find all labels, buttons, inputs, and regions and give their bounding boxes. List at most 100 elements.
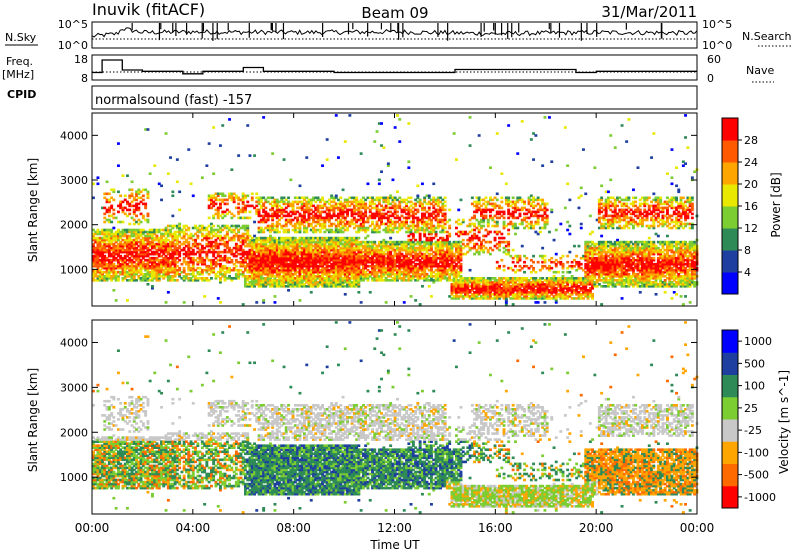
power-cell [278,258,281,262]
power-cell [350,268,354,272]
power-cell [430,220,433,224]
power-cell [380,277,383,280]
power-cell [271,279,275,282]
power-cell [214,238,218,242]
power-cell [416,222,420,226]
power-cell [450,248,454,252]
power-cell [212,194,216,198]
power-cell [146,260,150,264]
power-cell [298,212,302,216]
power-cell [278,285,281,288]
power-cell [103,206,107,210]
power-cell [289,248,293,252]
power-cell [175,242,179,246]
power-cell [325,262,329,266]
power-cell [382,252,386,256]
power-cell [128,266,132,270]
power-cell [157,182,161,186]
power-cell [92,256,95,260]
power-cell [228,238,231,242]
power-cell [216,228,220,232]
power-cell [144,234,148,238]
power-cell [362,216,365,220]
power-cell [173,232,177,236]
power-cell [357,258,361,262]
power-cell [178,268,182,272]
power-cell [259,270,263,274]
power-cell [303,226,306,230]
power-cell [246,228,250,232]
power-cell [346,275,349,278]
power-cell [130,254,134,258]
power-cell [400,224,404,228]
power-cell [380,244,383,248]
power-cell [418,244,422,248]
power-cell [234,232,238,236]
power-cell [377,226,381,230]
power-cell [439,206,442,210]
power-cell [264,214,268,218]
power-cell [169,270,172,274]
power-cell [160,268,163,272]
power-cell [400,277,404,280]
power-cell [103,216,107,220]
power-cell [216,236,220,240]
power-cell [262,238,266,242]
power-cell [405,258,408,262]
power-cell [137,188,141,192]
power-cell [368,208,372,212]
power-cell [164,240,168,244]
power-cell [112,188,116,192]
power-cell [468,236,472,240]
power-cell [223,226,227,230]
power-cell [405,240,408,244]
power-cell [330,248,334,252]
power-cell [123,264,127,268]
power-cell [386,258,390,262]
power-cell [352,279,356,282]
power-cell [309,250,313,254]
power-cell [296,248,300,252]
power-cell [321,262,324,266]
power-cell [160,238,163,242]
power-cell [384,279,388,282]
power-cell [357,268,361,272]
power-cell [271,228,275,232]
power-cell [430,252,433,256]
power-cell [96,232,100,236]
power-cell [92,234,95,238]
power-cell [484,246,488,250]
power-cell [396,216,399,220]
power-cell [182,277,186,280]
power-cell [421,216,424,220]
power-cell [278,250,281,254]
power-cell [291,275,295,278]
power-cell [359,270,363,274]
power-cell [330,258,334,262]
power-cell [178,272,182,276]
power-cell [459,268,463,272]
power-cell [482,279,486,282]
power-cell [475,279,479,282]
power-cell [314,266,318,270]
power-cell [246,236,250,240]
power-cell [148,248,152,252]
power-cell [205,244,209,248]
power-cell [284,275,288,278]
power-cell [461,279,465,282]
power-cell [298,279,302,282]
power-cell [121,238,125,242]
power-cell [366,182,370,186]
power-cell [314,264,318,268]
power-cell [287,200,290,204]
power-cell [327,206,331,210]
power-cell [334,224,338,228]
power-cell [436,212,440,216]
power-cell [293,281,297,284]
power-cell [430,260,433,264]
power-cell [203,268,207,272]
power-cell [445,246,449,250]
power-cell [421,264,424,268]
power-cell [455,226,458,230]
power-cell [282,200,286,204]
